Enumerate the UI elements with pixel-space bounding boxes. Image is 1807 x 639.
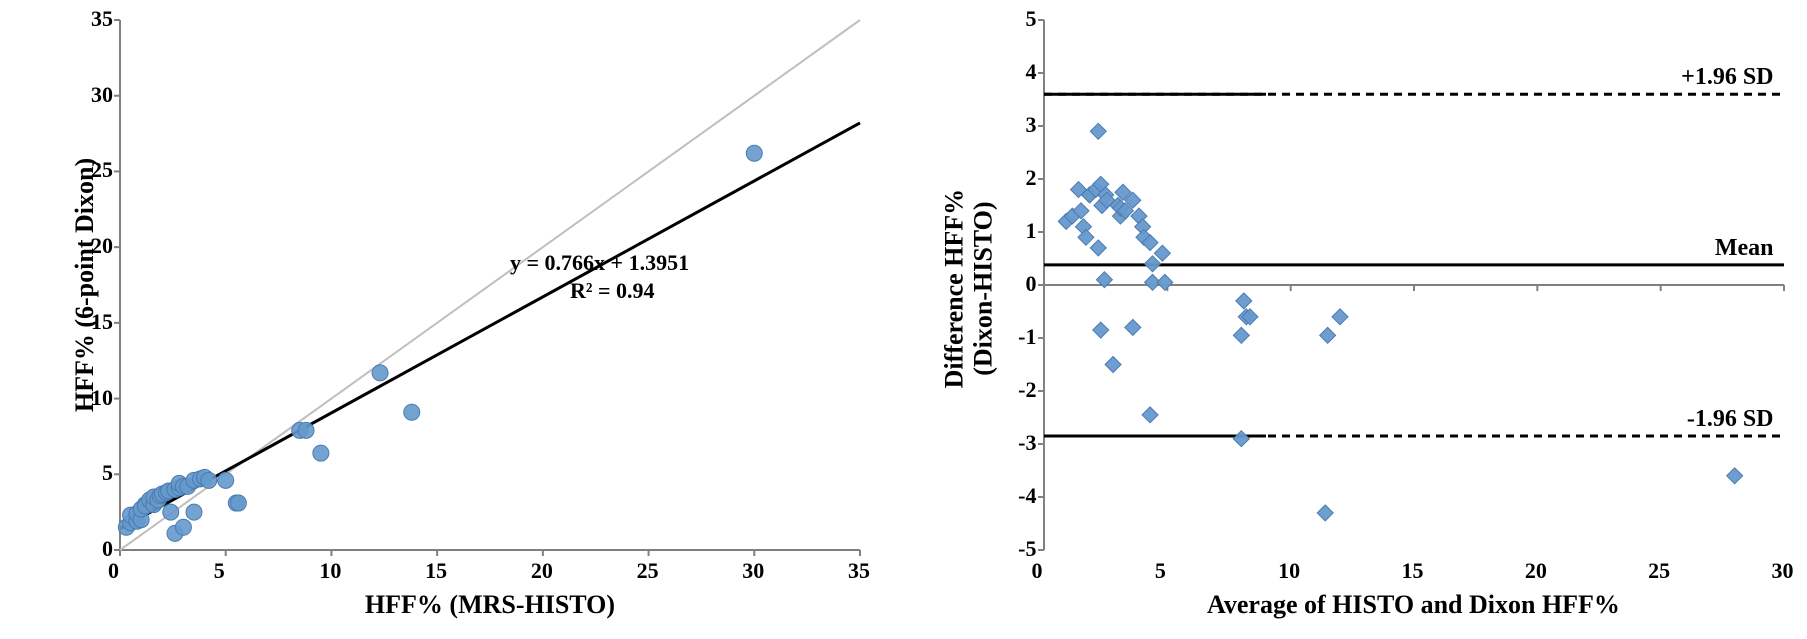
panel-b-xtick-label: 10: [1278, 558, 1300, 584]
panel-b-xtick-label: 5: [1155, 558, 1166, 584]
panel-b-ytick-label: -3: [999, 430, 1037, 456]
panel-a-plot-area: 05101520253035 05101520253035 y = 0.766x…: [120, 20, 860, 550]
panel-a-xtick-label: 35: [848, 558, 870, 584]
panel-a-xlabel: HFF% (MRS-HISTO): [120, 590, 860, 620]
panel-a-xtick-label: 30: [742, 558, 764, 584]
panel-a-svg: [120, 20, 860, 550]
panel-b-xtick-label: 15: [1402, 558, 1424, 584]
panel-a: A 05101520253035 05101520253035 y = 0.76…: [0, 0, 904, 639]
panel-b-ref-line-label: -1.96 SD: [1687, 406, 1774, 433]
panel-a-regression-r2: R² = 0.94: [570, 278, 655, 304]
panel-b-ref-line-label: Mean: [1715, 235, 1774, 262]
panel-b-ytick-label: -1: [999, 324, 1037, 350]
panel-b-ytick-label: 2: [999, 165, 1037, 191]
panel-b-xtick-label: 25: [1648, 558, 1670, 584]
panel-b-svg: [1044, 20, 1784, 550]
panel-a-xtick-label: 15: [425, 558, 447, 584]
panel-b-ytick-label: 0: [999, 271, 1037, 297]
panel-a-xtick-label: 10: [319, 558, 341, 584]
panel-a-regression-eq: y = 0.766x + 1.3951: [510, 250, 689, 276]
panel-b-ytick-label: -4: [999, 483, 1037, 509]
panel-b-plot-area: 051015202530 -5-4-3-2-1012345 +1.96 SDMe…: [1044, 20, 1784, 550]
panel-b-xtick-label: 30: [1772, 558, 1794, 584]
panel-b-ref-line-label: +1.96 SD: [1681, 64, 1773, 91]
panel-b-ylabel: Difference HFF% (Dixon-HISTO): [940, 24, 997, 554]
panel-b-ytick-label: 5: [999, 6, 1037, 32]
figure-container: A 05101520253035 05101520253035 y = 0.76…: [0, 0, 1807, 639]
panel-a-ylabel: HFF% (6-point Dixon): [70, 20, 100, 550]
panel-a-xtick-label: 25: [637, 558, 659, 584]
panel-a-xtick-label: 5: [214, 558, 225, 584]
panel-b-ytick-label: -2: [999, 377, 1037, 403]
panel-b-ytick-label: 4: [999, 59, 1037, 85]
panel-b-ytick-label: 3: [999, 112, 1037, 138]
panel-a-xtick-label: 20: [531, 558, 553, 584]
panel-b-xtick-label: 20: [1525, 558, 1547, 584]
panel-b-xlabel: Average of HISTO and Dixon HFF%: [1044, 590, 1784, 620]
panel-b: B 051015202530 -5-4-3-2-1012345 +1.96 SD…: [904, 0, 1807, 639]
panel-b-ytick-label: -5: [999, 536, 1037, 562]
panel-b-ytick-label: 1: [999, 218, 1037, 244]
